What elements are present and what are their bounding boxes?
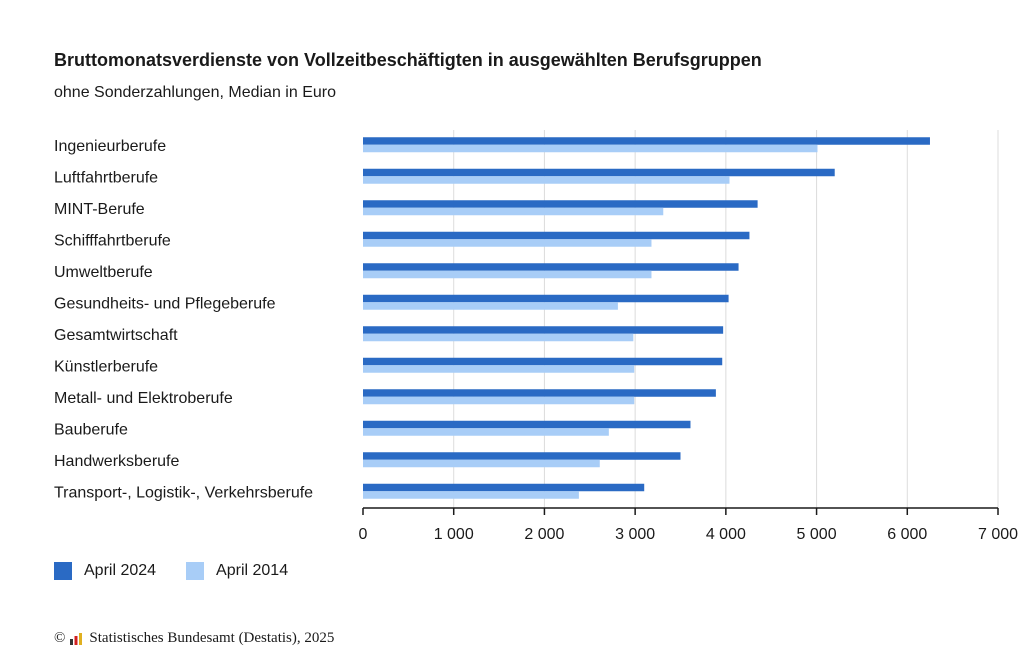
bar-april-2024[interactable]	[363, 452, 681, 460]
category-label: Umweltberufe	[54, 264, 153, 281]
category-label: Bauberufe	[54, 421, 128, 438]
bar-april-2014[interactable]	[363, 459, 600, 468]
bar-april-2024[interactable]	[363, 200, 758, 208]
bar-april-2014[interactable]	[363, 207, 664, 216]
bar-april-2024[interactable]	[363, 294, 729, 303]
bar-april-2024[interactable]	[363, 389, 716, 397]
bar-april-2014[interactable]	[363, 144, 818, 153]
x-tick-label: 7 000	[978, 526, 1018, 543]
legend: April 2024 April 2014	[54, 562, 318, 580]
x-tick-label: 2 000	[524, 526, 564, 543]
destatis-logo-icon	[70, 632, 83, 645]
bar-april-2014[interactable]	[363, 396, 635, 405]
category-label: Metall- und Elektroberufe	[54, 390, 233, 407]
legend-item-2024[interactable]: April 2024	[54, 562, 156, 580]
bar-april-2014[interactable]	[363, 491, 579, 499]
bar-april-2024[interactable]	[363, 357, 723, 366]
legend-swatch-2024	[54, 562, 72, 580]
bar-april-2014[interactable]	[363, 270, 652, 279]
source-footer: © Statistisches Bundesamt (Destatis), 20…	[54, 630, 334, 647]
bar-april-2024[interactable]	[363, 263, 739, 271]
category-label: Gesundheits- und Pflegeberufe	[54, 295, 276, 312]
x-tick-label: 5 000	[797, 526, 837, 543]
category-label: Handwerksberufe	[54, 453, 180, 470]
category-label: Ingenieurberufe	[54, 138, 166, 155]
legend-item-2014[interactable]: April 2014	[186, 562, 288, 580]
x-tick-label: 1 000	[434, 526, 474, 543]
copyright-symbol: ©	[54, 630, 66, 646]
bar-april-2014[interactable]	[363, 428, 609, 436]
legend-swatch-2014	[186, 562, 205, 580]
category-label: Schifffahrtberufe	[54, 232, 171, 249]
legend-label-2014: April 2014	[216, 562, 289, 579]
category-label: Gesamtwirtschaft	[54, 327, 178, 344]
category-label: Künstlerberufe	[54, 358, 158, 375]
bar-april-2024[interactable]	[363, 483, 645, 492]
chart-subtitle: ohne Sonderzahlungen, Median in Euro	[54, 84, 336, 101]
bar-april-2024[interactable]	[363, 326, 724, 334]
bar-april-2014[interactable]	[363, 176, 730, 184]
bar-april-2024[interactable]	[363, 231, 750, 240]
bar-april-2024[interactable]	[363, 168, 835, 177]
category-label: Luftfahrtberufe	[54, 169, 158, 186]
x-tick-label: 3 000	[615, 526, 655, 543]
bar-april-2014[interactable]	[363, 365, 635, 373]
x-tick-label: 6 000	[887, 526, 927, 543]
source-text: Statistisches Bundesamt (Destatis), 2025	[89, 630, 335, 646]
x-tick-label: 4 000	[706, 526, 746, 543]
bar-april-2024[interactable]	[363, 420, 691, 429]
category-label: Transport-, Logistik-, Verkehrsberufe	[54, 484, 313, 501]
chart-title: Bruttomonatsverdienste von Vollzeitbesch…	[54, 50, 762, 70]
category-label: MINT-Berufe	[54, 201, 145, 218]
x-tick-label: 0	[359, 526, 368, 543]
bar-april-2014[interactable]	[363, 239, 652, 247]
bar-april-2014[interactable]	[363, 333, 634, 342]
legend-label-2024: April 2024	[84, 562, 157, 579]
bar-april-2014[interactable]	[363, 302, 618, 310]
bar-april-2024[interactable]	[363, 137, 930, 145]
